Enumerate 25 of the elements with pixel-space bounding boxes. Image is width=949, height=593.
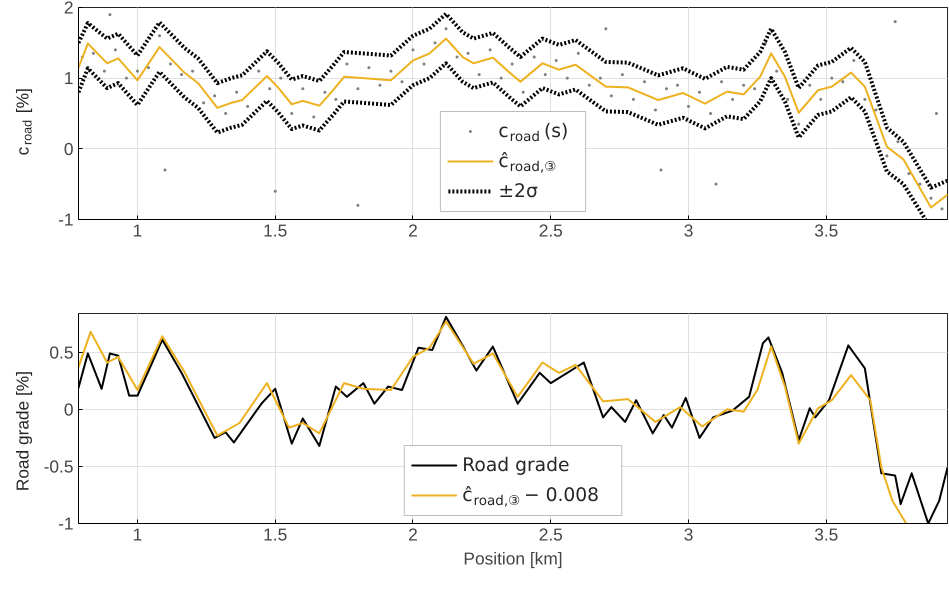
x-tick-label: 3.5 xyxy=(814,524,838,544)
x-tick-label: 2.5 xyxy=(538,524,563,544)
y-tick-label: 0.5 xyxy=(49,342,74,362)
x-tick-label: 2 xyxy=(408,524,418,544)
y-tick-label: 0 xyxy=(64,138,74,159)
legend-label: ±2σ xyxy=(498,181,538,202)
x-tick-label: 1.5 xyxy=(263,220,288,240)
x-tick-label: 3.5 xyxy=(814,220,838,240)
x-axis-title: Position [km] xyxy=(463,548,563,568)
x-tick-label: 2.5 xyxy=(538,220,563,240)
x-tick-label: 3 xyxy=(684,524,694,544)
x-tick-label: 2 xyxy=(408,220,418,240)
y-tick-label: -1 xyxy=(58,514,74,534)
y-tick-label: 0 xyxy=(64,399,74,420)
y-tick-label: 2 xyxy=(64,0,74,18)
x-tick-label: 1 xyxy=(132,524,142,544)
y-axis-title: croad [%] xyxy=(12,88,35,156)
y-axis-title: Road grade [%] xyxy=(12,371,32,492)
x-tick-label: 3 xyxy=(684,220,694,240)
legend-label: Road grade xyxy=(462,455,570,476)
x-tick-label: 1 xyxy=(132,220,142,240)
y-tick-label: -1 xyxy=(58,210,74,230)
y-tick-label: -0.5 xyxy=(44,456,74,476)
x-tick-label: 1.5 xyxy=(263,524,288,544)
y-tick-label: 1 xyxy=(64,68,74,88)
